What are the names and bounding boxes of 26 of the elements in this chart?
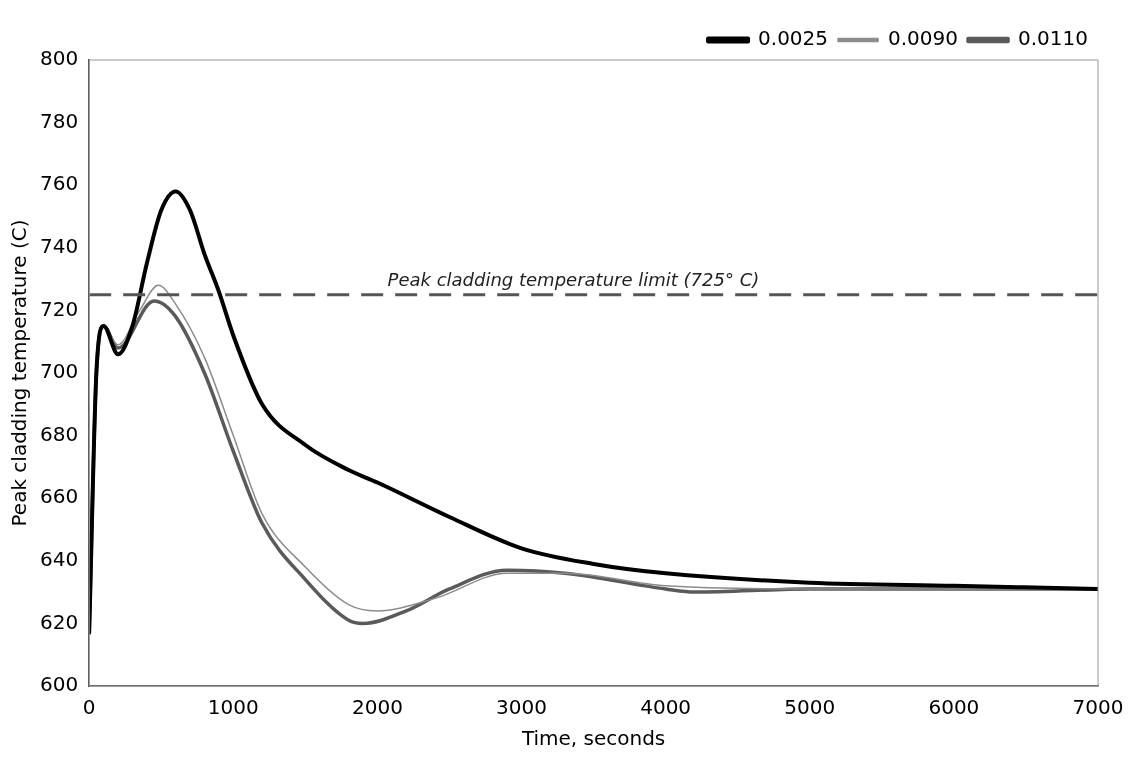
y-tick-label: 800	[39, 46, 79, 71]
x-tick-label: 4000	[640, 695, 692, 720]
ref-line-label: Peak cladding temperature limit (725° C)	[387, 269, 760, 291]
y-tick-label: 760	[39, 171, 79, 196]
x-tick-label: 1000	[207, 695, 259, 720]
y-tick-label: 660	[39, 484, 79, 509]
y-tick-label: 620	[39, 609, 79, 634]
y-tick-label: 740	[39, 234, 79, 258]
y-tick-label: 600	[39, 672, 79, 697]
x-tick-label: 0	[82, 695, 96, 720]
y-tick-label: 780	[39, 108, 79, 133]
x-tick-label: 7000	[1072, 695, 1124, 720]
x-tick-label: 5000	[784, 695, 836, 720]
y-axis-title: Peak cladding temperature (C)	[7, 219, 32, 527]
legend-label: 0.0025	[758, 26, 829, 51]
x-tick-label: 6000	[928, 695, 980, 720]
y-tick-label: 720	[39, 296, 79, 321]
legend-label: 0.0090	[888, 26, 959, 51]
y-tick-label: 680	[39, 421, 79, 446]
line-series	[89, 189, 1098, 635]
y-tick-label: 640	[39, 547, 79, 571]
legend-label: 0.0110	[1018, 26, 1088, 51]
y-tick-label: 700	[39, 359, 79, 384]
x-axis-title: Time, seconds	[520, 726, 666, 751]
x-tick-label: 3000	[496, 695, 547, 720]
x-tick-label: 2000	[351, 695, 403, 720]
